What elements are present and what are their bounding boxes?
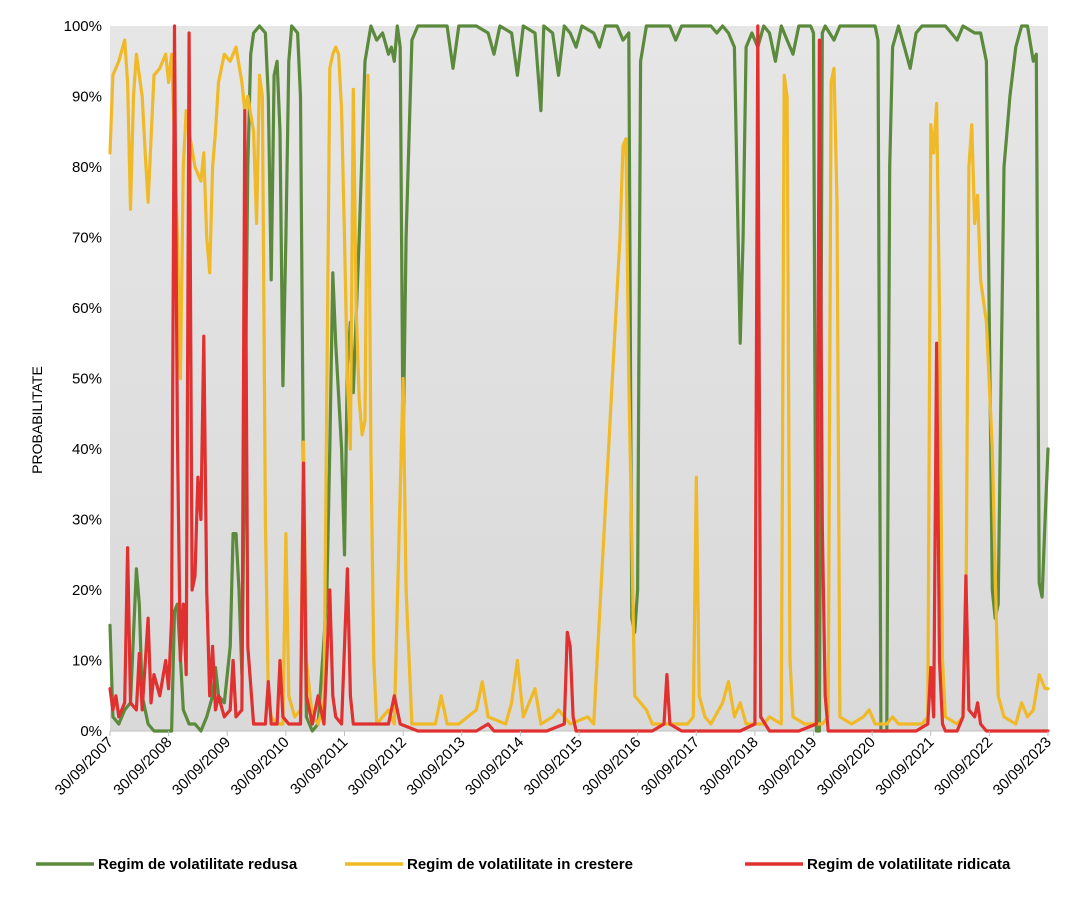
legend-label-1: Regim de volatilitate redusa: [98, 856, 298, 873]
x-tick-label: 30/09/2011: [287, 734, 351, 798]
x-tick-label: 30/09/2022: [931, 734, 996, 799]
y-axis-title: PROBABILITATE: [29, 366, 45, 474]
y-tick-label: 30%: [72, 512, 102, 529]
x-tick-label: 30/09/2007: [52, 734, 117, 799]
y-tick-label: 50%: [72, 371, 102, 388]
plot-background: [110, 26, 1048, 731]
legend-label-3: Regim de volatilitate ridicata: [807, 856, 1011, 873]
x-tick-label: 30/09/2014: [462, 734, 527, 799]
y-tick-label: 70%: [72, 230, 102, 247]
legend: Regim de volatilitate redusa Regim de vol…: [36, 856, 1011, 873]
x-tick-label: 30/09/2019: [755, 734, 820, 799]
x-tick-label: 30/09/2017: [638, 734, 703, 799]
x-axis: 30/09/200730/09/200830/09/200930/09/2010…: [52, 731, 1055, 799]
y-tick-label: 100%: [64, 18, 102, 35]
x-tick-label: 30/09/2013: [403, 734, 468, 799]
background-area: [110, 26, 1048, 731]
legend-label-2: Regim de volatilitate in crestere: [407, 856, 633, 873]
series-line-2: [108, 38, 1050, 726]
y-tick-label: 60%: [72, 300, 102, 317]
y-tick-label: 20%: [72, 582, 102, 599]
y-tick-label: 90%: [72, 89, 102, 106]
x-tick-label: 30/09/2018: [697, 734, 762, 799]
y-tick-label: 80%: [72, 159, 102, 176]
series-group: [108, 24, 1050, 733]
y-tick-label: 0%: [80, 723, 102, 740]
y-tick-label: 10%: [72, 653, 102, 670]
x-tick-label: 30/09/2008: [110, 734, 175, 799]
x-tick-label: 30/09/2009: [169, 734, 234, 799]
x-tick-label: 30/09/2023: [990, 734, 1055, 799]
x-tick-label: 30/09/2021: [872, 734, 937, 799]
x-tick-label: 30/09/2012: [345, 734, 410, 799]
series-line-3: [108, 24, 1050, 733]
x-tick-label: 30/09/2010: [228, 734, 293, 799]
x-tick-label: 30/09/2015: [521, 734, 586, 799]
y-tick-label: 40%: [72, 441, 102, 458]
x-tick-label: 30/09/2020: [814, 734, 879, 799]
y-axis: 0% 10% 20% 30% 40% 50% 60% 70% 80% 90% 100%: [64, 18, 102, 740]
x-tick-label: 30/09/2016: [579, 734, 644, 799]
